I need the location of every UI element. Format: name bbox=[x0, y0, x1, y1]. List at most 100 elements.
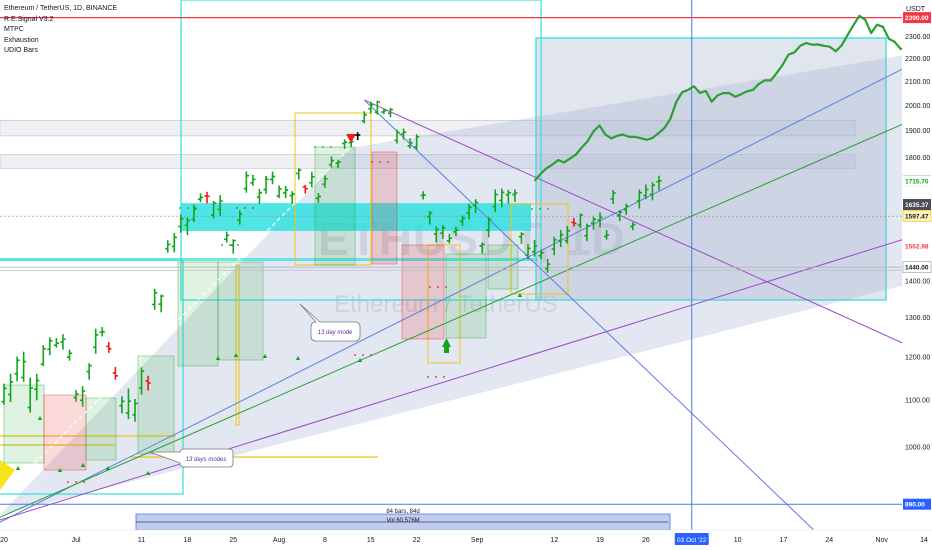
price-tick-label: 1400.00 bbox=[905, 279, 930, 286]
time-tick-label: Jul bbox=[72, 537, 81, 544]
candle bbox=[289, 191, 295, 205]
candle bbox=[53, 338, 59, 348]
price-tick-label: 2000.00 bbox=[905, 103, 930, 110]
candle bbox=[230, 239, 236, 254]
candle bbox=[99, 327, 105, 337]
candle bbox=[473, 199, 479, 214]
exhaustion-dot bbox=[67, 481, 69, 483]
mode-box-7 bbox=[314, 146, 356, 266]
candle bbox=[643, 184, 649, 200]
candle bbox=[636, 189, 642, 209]
candle bbox=[269, 171, 276, 185]
time-tick-label: Sep bbox=[471, 537, 484, 544]
candle bbox=[355, 132, 361, 141]
exhaustion-dot bbox=[427, 376, 429, 378]
time-tick-label: 8 bbox=[323, 537, 327, 544]
exhaustion-dot bbox=[252, 207, 254, 209]
price-tag-box bbox=[903, 498, 931, 510]
candle bbox=[381, 109, 387, 115]
indicator-4[interactable]: UDIO Bars bbox=[4, 47, 38, 54]
exhaustion-dot bbox=[362, 354, 364, 356]
exhaustion-dot bbox=[387, 161, 389, 163]
small-signal-marker bbox=[57, 468, 63, 472]
price-tag-box bbox=[903, 175, 931, 187]
candle bbox=[584, 223, 590, 242]
yellow-box-3 bbox=[427, 244, 461, 364]
exhaustion-dot bbox=[443, 376, 445, 378]
candle bbox=[466, 204, 472, 220]
price-tag-box bbox=[902, 261, 932, 273]
candle bbox=[617, 210, 623, 222]
candle bbox=[407, 138, 413, 149]
candle bbox=[630, 222, 636, 231]
candle bbox=[21, 351, 27, 382]
mode-box-10 bbox=[445, 253, 487, 339]
exhaustion-dot bbox=[322, 146, 324, 148]
small-signal-marker bbox=[80, 463, 86, 467]
candle bbox=[577, 213, 583, 229]
price-tag-label: 1597.47 bbox=[905, 214, 929, 221]
small-signal-marker bbox=[145, 471, 151, 475]
callout-2-bubble bbox=[149, 448, 234, 468]
resistance-zone-2 bbox=[0, 154, 856, 169]
exhaustion-dot bbox=[237, 244, 239, 246]
vol-range-label: Vol 60.576M bbox=[386, 518, 419, 524]
candle bbox=[361, 111, 367, 124]
time-tick-label: 14 bbox=[920, 537, 928, 544]
candle bbox=[656, 175, 662, 191]
candle bbox=[479, 242, 485, 254]
buy-signal-marker bbox=[442, 338, 451, 347]
price-tag-label: 1635.37 bbox=[905, 202, 929, 209]
price-tick-label: 2100.00 bbox=[905, 79, 930, 86]
candle bbox=[518, 232, 525, 244]
exhaustion-dot bbox=[379, 161, 381, 163]
exhaustion-dot bbox=[75, 481, 77, 483]
price-tag-box bbox=[903, 12, 931, 24]
candle bbox=[145, 375, 151, 391]
exhaustion-dot bbox=[195, 207, 197, 209]
candle bbox=[374, 100, 380, 115]
exhaustion-dot bbox=[330, 146, 332, 148]
candle bbox=[545, 258, 551, 273]
price-tag-box bbox=[903, 240, 931, 252]
exhaustion-dot bbox=[354, 354, 356, 356]
price-tag-label: 1502.98 bbox=[905, 244, 929, 251]
candle bbox=[400, 128, 407, 140]
indicator-3[interactable]: Exhaustion bbox=[4, 36, 39, 44]
mode-box-3 bbox=[85, 397, 117, 461]
indicator-1[interactable]: R.E.Signal V3.2 bbox=[4, 15, 54, 23]
candle bbox=[93, 328, 99, 354]
buy-signal-stem bbox=[444, 347, 449, 353]
exhaustion-dot bbox=[179, 207, 181, 209]
indicator-2[interactable]: MTPC bbox=[4, 26, 24, 33]
price-tick-label: 2300.00 bbox=[905, 34, 930, 41]
time-tick-label: 25 bbox=[229, 537, 237, 544]
price-tick-label: 1900.00 bbox=[905, 128, 930, 135]
candle bbox=[551, 236, 557, 256]
candle bbox=[165, 240, 171, 253]
candle bbox=[86, 363, 92, 380]
candle bbox=[204, 191, 210, 204]
candle bbox=[302, 184, 308, 194]
shaded-wedge bbox=[0, 55, 902, 515]
candle bbox=[328, 156, 335, 168]
candle bbox=[60, 334, 66, 350]
time-highlight-label: 03 Oct '22 bbox=[677, 537, 707, 544]
candle bbox=[243, 171, 249, 193]
mode-box-8 bbox=[371, 151, 398, 265]
candle bbox=[276, 185, 282, 199]
price-tick-label: 1300.00 bbox=[905, 315, 930, 322]
candle bbox=[256, 188, 263, 205]
candle bbox=[512, 189, 518, 202]
exhaustion-dot bbox=[445, 286, 447, 288]
trendline-blue-1 bbox=[0, 68, 902, 523]
candle bbox=[152, 288, 158, 310]
candle bbox=[433, 226, 439, 243]
candle bbox=[296, 168, 302, 180]
candle bbox=[499, 188, 505, 208]
candle bbox=[217, 195, 223, 216]
price-tag-label: 1440.00 bbox=[905, 265, 929, 272]
